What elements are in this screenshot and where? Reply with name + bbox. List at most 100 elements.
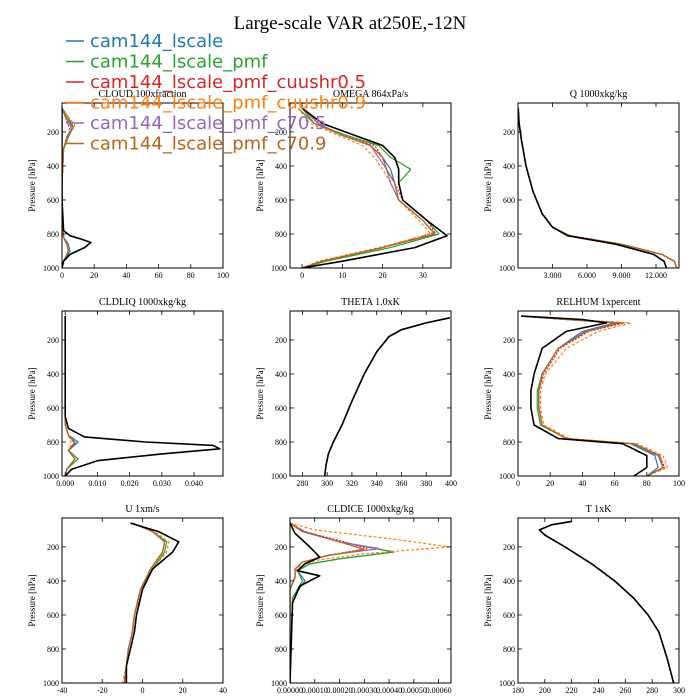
- series-line-6: [64, 316, 76, 476]
- x-tick-label: 0.00030: [351, 686, 377, 695]
- x-tick-label: 0.010: [88, 479, 106, 488]
- x-tick-label: 9.000: [613, 271, 631, 280]
- y-axis-label: Pressure [hPa]: [483, 159, 493, 211]
- series-line-5: [521, 315, 664, 476]
- y-tick-label: 600: [47, 404, 59, 413]
- x-tick-label: 340: [371, 479, 383, 488]
- plot-frame: [61, 310, 224, 477]
- x-tick-label: 220: [566, 686, 578, 695]
- y-tick-label: 800: [47, 645, 59, 654]
- x-tick-label: 360: [395, 479, 407, 488]
- y-tick-label: 200: [47, 543, 59, 552]
- legend: cam144_lscalecam144_lscale_pmfcam144_lsc…: [66, 31, 366, 155]
- y-tick-label: 1000: [271, 679, 287, 688]
- series-line-6: [538, 520, 675, 683]
- y-tick-label: 200: [503, 128, 515, 137]
- x-tick-label: 3.000: [544, 271, 562, 280]
- y-tick-label: 1000: [499, 472, 515, 481]
- series-line-3: [123, 522, 166, 683]
- series-line-reference: [125, 522, 180, 683]
- legend-label: cam144_lscale_pmf_c70.9: [90, 134, 326, 155]
- y-tick-label: 1000: [499, 264, 515, 273]
- series-group: [290, 522, 450, 683]
- y-tick-label: 200: [275, 543, 287, 552]
- panel-title: RELHUM 1xpercent: [556, 297, 640, 308]
- x-tick-label: 0.00000: [277, 686, 303, 695]
- x-tick-label: 80: [643, 479, 651, 488]
- x-tick-label: 0.020: [121, 479, 139, 488]
- x-tick-label: 300: [673, 686, 685, 695]
- series-line-5: [538, 520, 675, 683]
- x-tick-label: 280: [296, 479, 308, 488]
- panel-3: 200 400 600 800 1000 3.000 6.000 9.000 12.000 Q 1…: [483, 89, 680, 280]
- x-tick-label: 0.00050: [401, 686, 427, 695]
- series-group: [518, 108, 678, 268]
- y-tick-label: 400: [275, 370, 287, 379]
- x-tick-label: 200: [539, 686, 551, 695]
- series-line-6: [521, 315, 664, 476]
- plot-frame: [61, 517, 224, 684]
- x-tick-label: 380: [420, 479, 432, 488]
- plot-frame: [517, 310, 680, 477]
- x-tick-label: 300: [321, 479, 333, 488]
- x-tick-label: 30: [419, 271, 427, 280]
- series-group: [323, 317, 450, 476]
- series-line-3: [538, 520, 675, 683]
- y-tick-label: 1000: [271, 472, 287, 481]
- panel-title: CLDLIQ 1000xkg/kg: [99, 297, 186, 308]
- y-axis-label: Pressure [hPa]: [483, 367, 493, 419]
- x-tick-label: 180: [512, 686, 524, 695]
- series-line-reference: [290, 522, 321, 683]
- y-tick-label: 600: [47, 611, 59, 620]
- series-line-3: [324, 317, 450, 476]
- plot-frame: [289, 310, 452, 477]
- plot-frame: [517, 102, 680, 269]
- y-tick-label: 600: [503, 611, 515, 620]
- series-group: [538, 520, 675, 683]
- panel-title: CLDICE 1000xkg/kg: [327, 504, 413, 515]
- series-line-reference: [64, 316, 221, 476]
- y-tick-label: 200: [47, 336, 59, 345]
- panel-title: OMEGA 864xPa/s: [333, 89, 408, 100]
- series-line-3: [521, 315, 666, 476]
- y-tick-label: 800: [275, 438, 287, 447]
- x-tick-label: 60: [155, 271, 163, 280]
- y-axis-label: Pressure [hPa]: [255, 574, 265, 626]
- x-tick-label: 0: [141, 686, 145, 695]
- plot-frame: [61, 102, 224, 269]
- y-tick-label: 400: [47, 577, 59, 586]
- x-tick-label: 0.00010: [302, 686, 328, 695]
- x-tick-label: 12.000: [645, 271, 667, 280]
- y-tick-label: 800: [503, 230, 515, 239]
- y-tick-label: 200: [275, 336, 287, 345]
- y-tick-label: 600: [275, 196, 287, 205]
- x-tick-label: 400: [445, 479, 457, 488]
- series-line-6: [123, 522, 166, 683]
- x-tick-label: 60: [611, 479, 619, 488]
- y-tick-label: 400: [47, 370, 59, 379]
- x-tick-label: 20: [179, 686, 187, 695]
- x-tick-label: 100: [217, 271, 229, 280]
- series-line-1: [538, 520, 675, 683]
- x-tick-label: 6.000: [578, 271, 596, 280]
- series-line-5: [518, 108, 678, 268]
- x-tick-label: 0.030: [153, 479, 171, 488]
- series-line-reference: [518, 108, 668, 268]
- panel-8: 20040060080010000.000000.000100.000200.0…: [255, 504, 452, 695]
- series-line-4: [297, 107, 432, 268]
- legend-label: cam144_lscale: [90, 31, 223, 52]
- series-line-2: [521, 315, 664, 476]
- legend-label: cam144_lscale_pmf_cuushr0.9: [90, 93, 366, 114]
- y-tick-label: 200: [503, 336, 515, 345]
- x-tick-label: 240: [593, 686, 605, 695]
- y-tick-label: 400: [275, 162, 287, 171]
- series-line-4: [324, 317, 450, 476]
- x-tick-label: 260: [619, 686, 631, 695]
- y-axis-label: Pressure [hPa]: [27, 574, 37, 626]
- series-line-1: [64, 316, 79, 476]
- y-axis-label: Pressure [hPa]: [255, 367, 265, 419]
- y-tick-label: 400: [503, 162, 515, 171]
